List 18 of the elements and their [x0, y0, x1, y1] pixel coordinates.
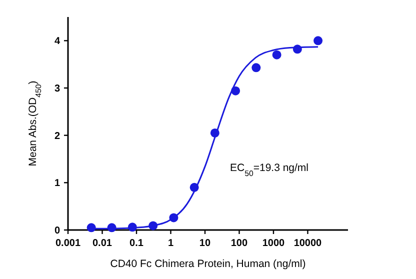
x-tick-label: 100 — [230, 238, 248, 249]
x-tick-label: 0.01 — [92, 238, 112, 249]
x-tick-label: 0.1 — [130, 238, 144, 249]
y-tick-label: 2 — [54, 130, 60, 142]
point — [314, 36, 323, 46]
y-tick-label: 3 — [54, 84, 60, 94]
x-tick-label: 10000 — [294, 238, 322, 249]
x-tick-label: 1 — [168, 238, 174, 249]
y-tick-label: 1 — [54, 178, 60, 190]
x-tick-label: 1000 — [262, 238, 286, 249]
y-tick-label: 4 — [54, 36, 60, 48]
x-axis-title: CD40 Fc Chimera Protein, Human (ng/ml) — [110, 258, 306, 270]
point — [272, 50, 282, 60]
annotation: EC$_{50}$=19.3 ng/ml — [230, 162, 309, 178]
y-tick-label: 0 — [54, 226, 60, 236]
point — [252, 63, 261, 72]
x-tick-label: 0.001 — [55, 238, 81, 249]
x-tick-label: 10 — [199, 238, 211, 249]
